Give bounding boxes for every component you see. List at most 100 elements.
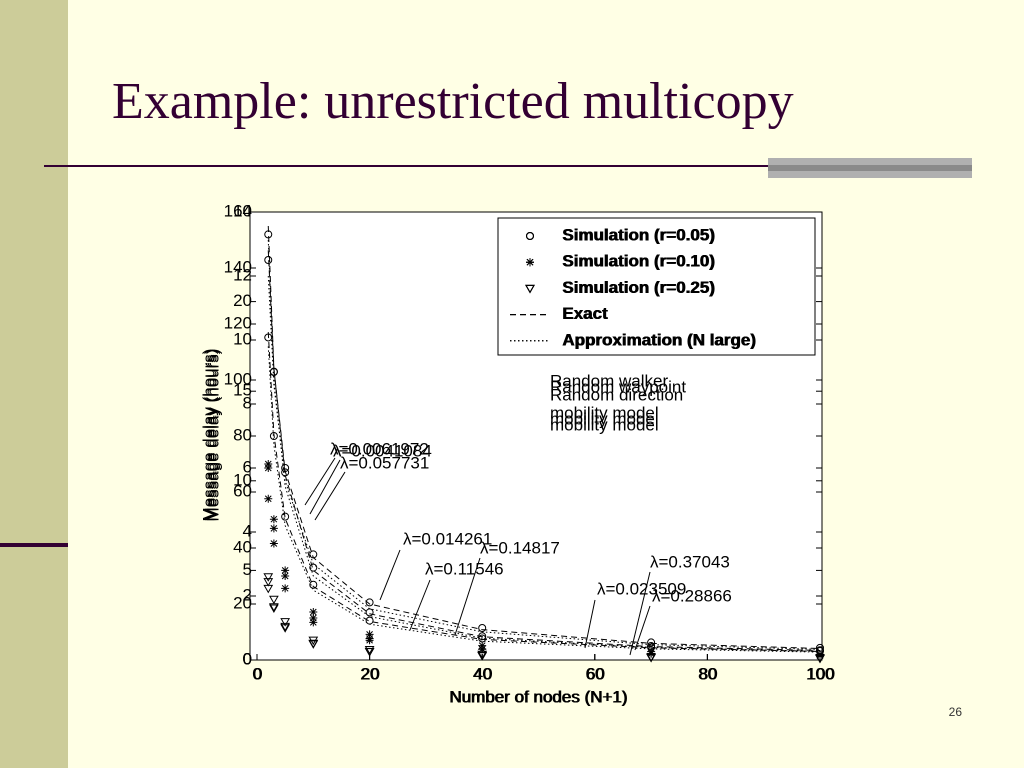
marker-star	[647, 649, 656, 658]
marker-triangle	[263, 578, 274, 587]
marker-star	[269, 524, 278, 533]
marker-circle	[269, 368, 278, 376]
y-tick-label: 160	[224, 201, 252, 220]
annotation-arrow	[309, 459, 341, 515]
y-tick-label: 0	[243, 649, 252, 668]
x-axis-label: Number of nodes (N+1)	[449, 687, 627, 706]
marker-star	[281, 566, 290, 575]
annotation: λ=0.0061972	[330, 439, 429, 458]
y-axis-label: Message delay (hours)	[203, 349, 222, 522]
x-tick-label: 40	[473, 664, 492, 683]
x-tick-label: 80	[698, 664, 717, 683]
legend-marker	[526, 258, 534, 267]
y-tick-label: 0	[243, 649, 252, 668]
y-axis-label: Message delay (hours)	[199, 349, 218, 522]
y-tick-label: 14	[233, 201, 252, 220]
marker-star	[309, 608, 318, 616]
y-tick-label: 5	[243, 560, 252, 579]
legend-label: Exact	[563, 304, 609, 323]
curve	[267, 332, 821, 652]
annotation: Random direction	[550, 385, 683, 404]
x-axis-label: Number of nodes (N+1)	[450, 687, 628, 706]
x-tick-label: 60	[585, 664, 604, 683]
slide-title: Example: unrestricted multicopy	[112, 73, 794, 130]
marker-star	[281, 572, 290, 580]
marker-triangle	[263, 584, 274, 594]
marker-triangle	[280, 618, 291, 627]
legend-label: Simulation (r=0.25)	[563, 278, 716, 297]
x-tick-label: 100	[807, 664, 835, 683]
curve	[267, 346, 821, 653]
annotation: λ=0.057731	[340, 453, 429, 472]
annotation: λ=0.14817	[480, 538, 560, 557]
curve	[267, 250, 821, 649]
page-number: 26	[949, 705, 963, 719]
legend-label: Approximation (N large)	[563, 330, 757, 349]
marker-star	[281, 584, 290, 593]
y-tick-label: 10	[233, 470, 252, 489]
annotation-arrow	[409, 579, 431, 631]
legend-label: Exact	[562, 304, 608, 323]
legend-label: Exact	[562, 304, 608, 323]
annotation-arrow	[629, 571, 651, 656]
annotation-arrow	[304, 457, 336, 506]
legend-label: Simulation (r=0.10)	[563, 252, 716, 271]
x-tick-label: 80	[698, 664, 717, 683]
marker-star	[365, 636, 374, 645]
marker-circle	[478, 634, 487, 643]
legend-marker	[526, 232, 534, 240]
x-tick-label: 20	[361, 664, 380, 683]
x-tick-label: 100	[806, 664, 834, 683]
legend-label: Simulation (r=0.10)	[562, 252, 715, 271]
y-tick-label: 80	[233, 425, 252, 444]
x-tick-label: 60	[586, 664, 605, 683]
marker-triangle	[646, 653, 656, 663]
y-tick-label: 0	[243, 649, 252, 668]
marker-star	[264, 494, 273, 503]
y-tick-label: 12	[233, 265, 252, 284]
y-tick-label: 6	[243, 457, 252, 476]
marker-triangle	[815, 654, 825, 664]
accent-stripe	[768, 165, 972, 171]
legend-label: Simulation (r=0.10)	[562, 252, 715, 271]
annotation: λ=0.023509	[597, 579, 686, 598]
marker-triangle	[269, 595, 279, 605]
x-tick-label: 0	[253, 664, 262, 683]
y-tick-label: 2	[243, 585, 252, 604]
x-tick-label: 60	[586, 664, 605, 683]
side-bar	[0, 0, 68, 768]
marker-triangle	[364, 647, 375, 657]
legend-marker	[525, 284, 535, 294]
marker-triangle	[263, 573, 274, 582]
y-tick-label: 10	[233, 329, 252, 348]
curve	[267, 225, 821, 651]
x-tick-label: 40	[474, 664, 493, 683]
legend-label: Simulation (r=0.25)	[562, 278, 715, 297]
y-tick-label: 40	[233, 537, 252, 556]
annotation: λ=0.014261	[403, 529, 492, 548]
marker-star	[478, 645, 487, 654]
marker-triangle	[477, 651, 488, 661]
legend-box	[497, 217, 816, 356]
annotation: λ=0.11546	[425, 559, 504, 578]
marker-star	[269, 515, 278, 524]
legend-label: Approximation (N large)	[562, 330, 756, 349]
x-tick-label: 20	[360, 664, 379, 683]
marker-star	[269, 539, 278, 548]
legend-label: Simulation (r=0.05)	[562, 225, 715, 244]
annotation: λ=0.37043	[650, 552, 730, 571]
x-tick-label: 40	[473, 664, 492, 683]
y-tick-label: 140	[224, 257, 252, 276]
marker-circle	[309, 580, 318, 589]
marker-triangle	[280, 622, 291, 632]
marker-circle	[647, 638, 656, 647]
annotation-arrow	[634, 605, 651, 651]
y-tick-label: 120	[224, 313, 252, 332]
marker-circle	[281, 512, 290, 521]
marker-star	[309, 618, 318, 627]
x-tick-label: 20	[361, 664, 380, 683]
x-axis-label: Number of nodes (N+1)	[449, 687, 627, 706]
annotation: Random waypoint	[550, 377, 686, 396]
